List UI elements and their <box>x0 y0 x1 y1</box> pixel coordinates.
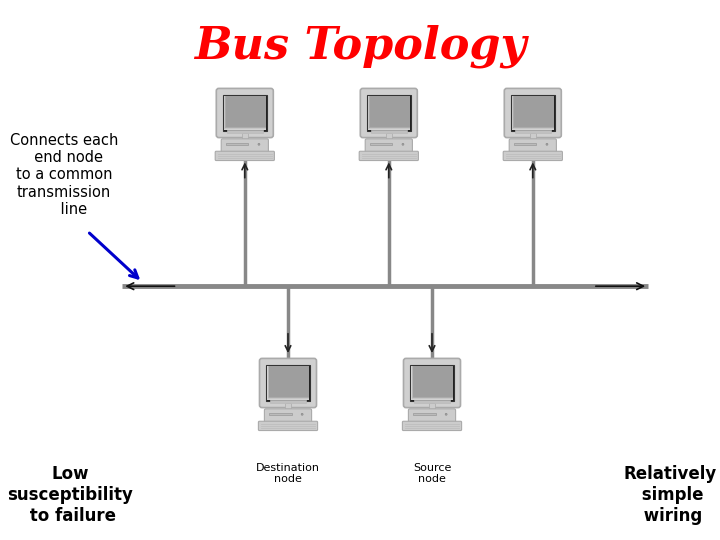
FancyBboxPatch shape <box>504 89 562 138</box>
Bar <box>513 96 554 127</box>
Bar <box>225 96 266 127</box>
Bar <box>411 366 453 400</box>
Bar <box>371 131 407 133</box>
Bar <box>268 366 309 398</box>
Bar <box>369 96 410 127</box>
Text: Destination
node: Destination node <box>256 463 320 484</box>
FancyBboxPatch shape <box>408 409 456 423</box>
Bar <box>369 96 410 128</box>
FancyBboxPatch shape <box>264 409 312 423</box>
Bar <box>267 366 309 400</box>
Text: Low
susceptibility
 to failure: Low susceptibility to failure <box>7 465 133 524</box>
Bar <box>269 366 309 397</box>
Circle shape <box>301 413 303 415</box>
Bar <box>429 403 435 410</box>
Bar <box>514 96 554 127</box>
Bar <box>513 96 554 129</box>
Bar <box>411 366 453 400</box>
Bar <box>412 366 453 399</box>
Bar <box>413 366 453 397</box>
Bar <box>513 96 554 128</box>
FancyBboxPatch shape <box>215 151 274 160</box>
Bar <box>367 95 410 131</box>
Text: Connects each
  end node
to a common
transmission
    line: Connects each end node to a common trans… <box>10 133 118 217</box>
Bar <box>530 133 536 140</box>
FancyBboxPatch shape <box>403 359 461 408</box>
Bar <box>512 96 554 130</box>
Text: Relatively
 simple
 wiring: Relatively simple wiring <box>624 465 716 524</box>
Bar <box>414 401 450 403</box>
Bar <box>512 96 554 130</box>
Bar <box>225 96 266 129</box>
Bar <box>514 143 536 145</box>
Bar <box>413 366 453 397</box>
Text: Source
node: Source node <box>413 463 451 484</box>
Bar <box>224 96 266 130</box>
Circle shape <box>402 143 404 145</box>
Bar <box>515 131 551 133</box>
Bar <box>368 96 410 130</box>
Bar <box>368 96 410 130</box>
FancyBboxPatch shape <box>359 151 418 160</box>
FancyBboxPatch shape <box>509 139 557 153</box>
Bar <box>413 413 436 415</box>
Bar <box>226 143 248 145</box>
Bar <box>224 96 266 130</box>
Bar <box>270 401 306 403</box>
Bar <box>267 366 309 400</box>
Bar <box>386 133 392 140</box>
FancyBboxPatch shape <box>259 359 317 408</box>
FancyBboxPatch shape <box>402 421 462 430</box>
Bar <box>225 96 266 128</box>
FancyBboxPatch shape <box>503 151 562 160</box>
FancyBboxPatch shape <box>221 139 269 153</box>
Bar <box>370 96 410 127</box>
Bar <box>268 366 309 399</box>
Bar <box>369 96 410 129</box>
Bar <box>511 95 554 131</box>
Bar <box>285 403 291 410</box>
Bar <box>370 143 392 145</box>
FancyBboxPatch shape <box>365 139 413 153</box>
Bar <box>242 133 248 140</box>
Text: Bus Topology: Bus Topology <box>194 25 526 69</box>
Bar <box>410 365 454 401</box>
Bar <box>412 366 453 398</box>
Bar <box>269 413 292 415</box>
FancyBboxPatch shape <box>360 89 418 138</box>
Circle shape <box>258 143 260 145</box>
Bar <box>269 366 309 397</box>
Bar <box>226 96 266 127</box>
FancyBboxPatch shape <box>216 89 274 138</box>
FancyBboxPatch shape <box>258 421 318 430</box>
Bar <box>266 365 310 401</box>
Circle shape <box>546 143 548 145</box>
Bar <box>223 95 266 131</box>
Bar <box>227 131 263 133</box>
Circle shape <box>445 413 447 415</box>
